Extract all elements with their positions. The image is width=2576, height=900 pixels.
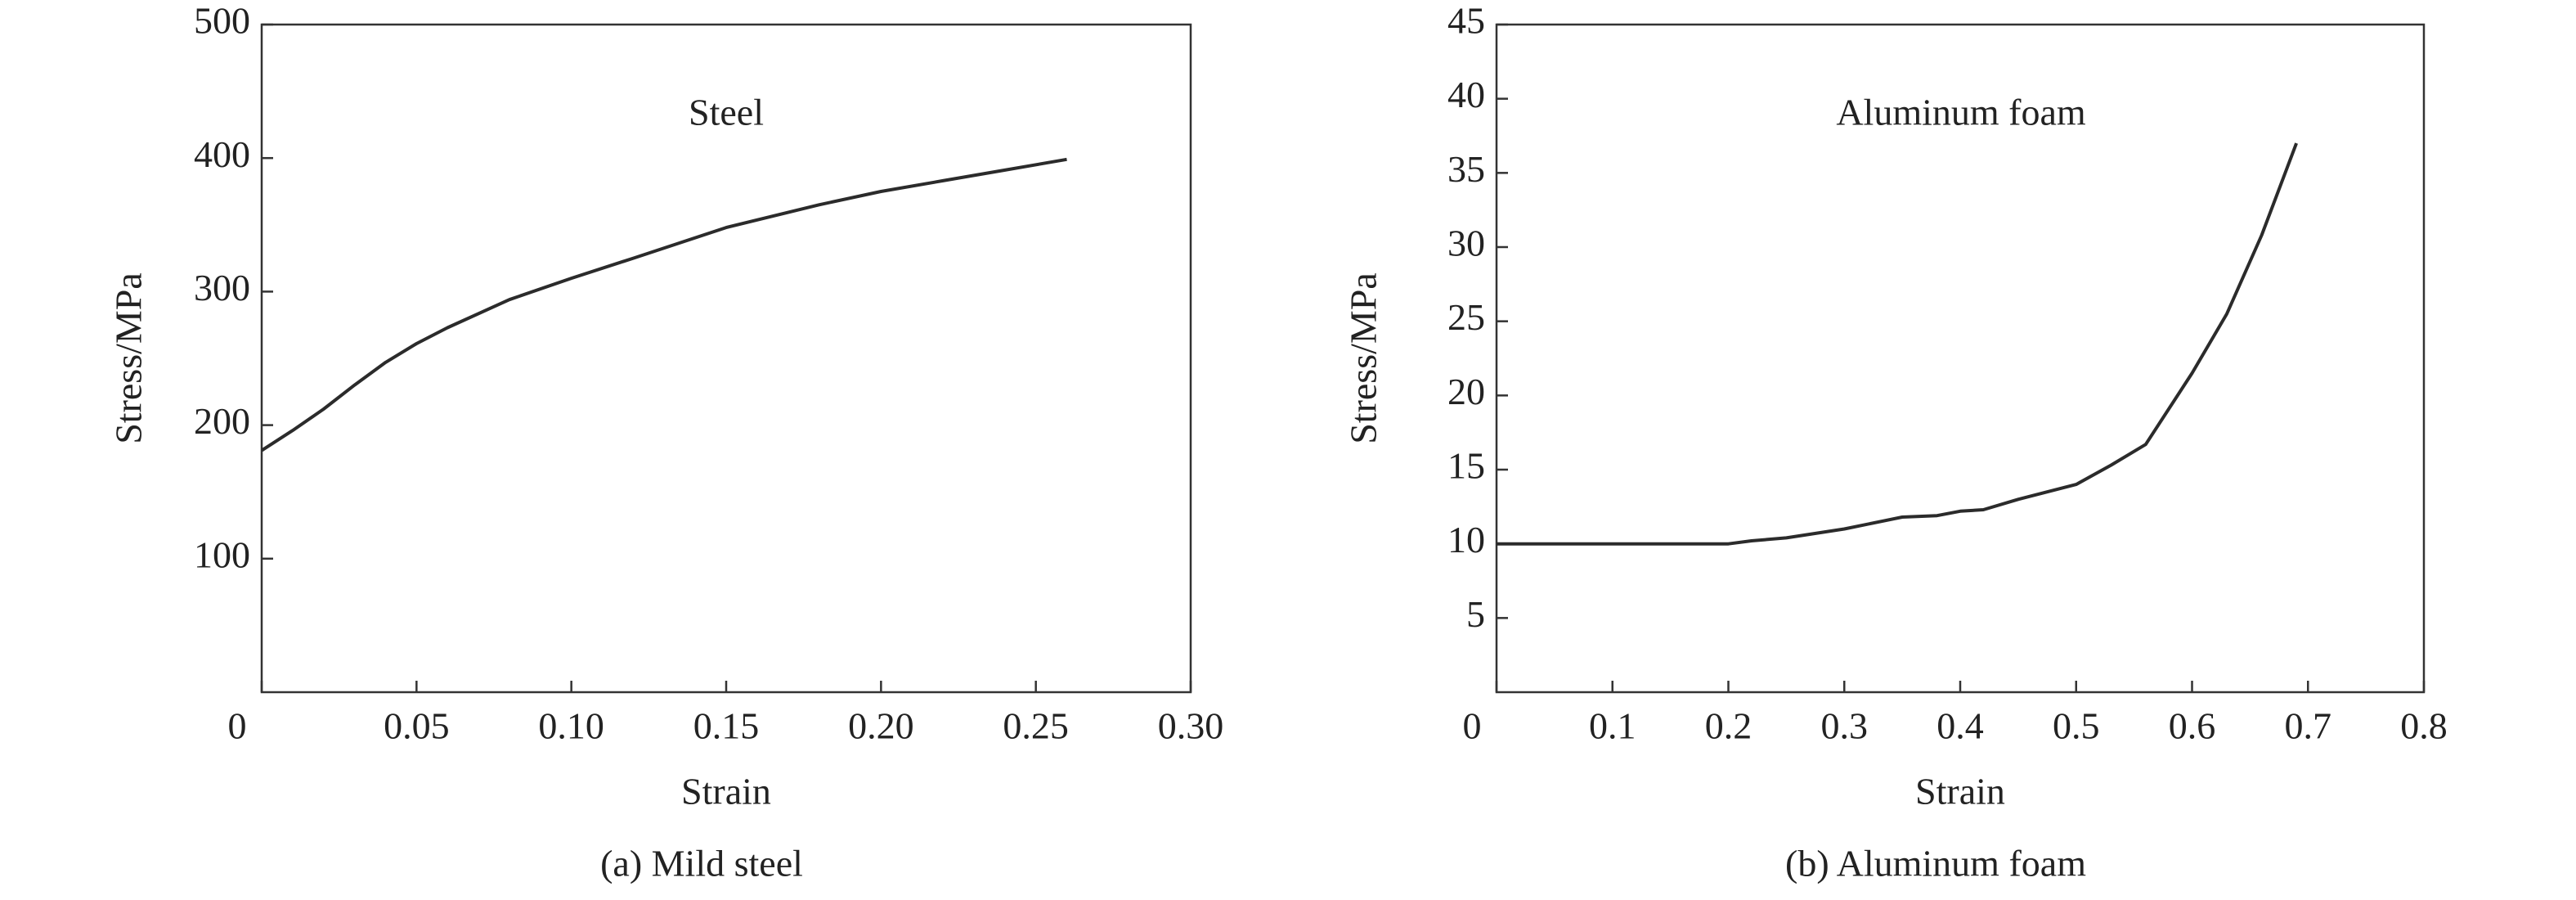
- data-line: [260, 157, 1067, 452]
- y-tick-label: 25: [1447, 296, 1485, 338]
- y-tick-label: 300: [194, 267, 250, 308]
- x-tick-label: 0.7: [2285, 705, 2332, 747]
- y-tick-label: 500: [194, 0, 250, 42]
- x-tick-label: 0.10: [538, 705, 604, 747]
- y-axis-label: Stress/MPa: [1343, 272, 1384, 444]
- y-tick-label: 400: [194, 133, 250, 175]
- caption: (b) Aluminum foam: [1785, 843, 2086, 884]
- x-tick-label: 0.15: [693, 705, 760, 747]
- y-tick-label: 5: [1466, 593, 1485, 635]
- y-tick-label: 30: [1447, 223, 1485, 264]
- x-tick-label: 0.6: [2169, 705, 2216, 747]
- y-tick-label: 35: [1447, 148, 1485, 190]
- annotation: Steel: [689, 92, 764, 133]
- annotation: Aluminum foam: [1836, 92, 2086, 133]
- y-axis-label: Stress/MPa: [108, 272, 150, 444]
- data-line: [1497, 142, 2298, 546]
- x-tick-label: 0: [228, 705, 247, 747]
- x-tick-label: 0.2: [1705, 705, 1752, 747]
- y-tick-label: 15: [1447, 445, 1485, 487]
- caption: (a) Mild steel: [600, 843, 803, 884]
- x-tick-label: 0.3: [1821, 705, 1869, 747]
- y-tick-label: 100: [194, 533, 250, 575]
- x-tick-label: 0.8: [2400, 705, 2448, 747]
- x-tick-label: 0: [1463, 705, 1482, 747]
- y-tick-label: 45: [1447, 0, 1485, 42]
- x-tick-label: 0.4: [1936, 705, 1984, 747]
- y-tick-label: 40: [1447, 74, 1485, 115]
- x-tick-label: 0.1: [1589, 705, 1636, 747]
- y-tick-label: 10: [1447, 519, 1485, 560]
- x-tick-label: 0.20: [848, 705, 914, 747]
- x-tick-label: 0.30: [1158, 705, 1224, 747]
- x-tick-label: 0.5: [2053, 705, 2100, 747]
- x-axis-label: Strain: [1915, 771, 2005, 812]
- x-tick-label: 0.05: [384, 705, 450, 747]
- y-tick-label: 200: [194, 400, 250, 442]
- y-tick-label: 20: [1447, 371, 1485, 412]
- x-axis-label: Strain: [681, 771, 771, 812]
- x-tick-label: 0.25: [1003, 705, 1069, 747]
